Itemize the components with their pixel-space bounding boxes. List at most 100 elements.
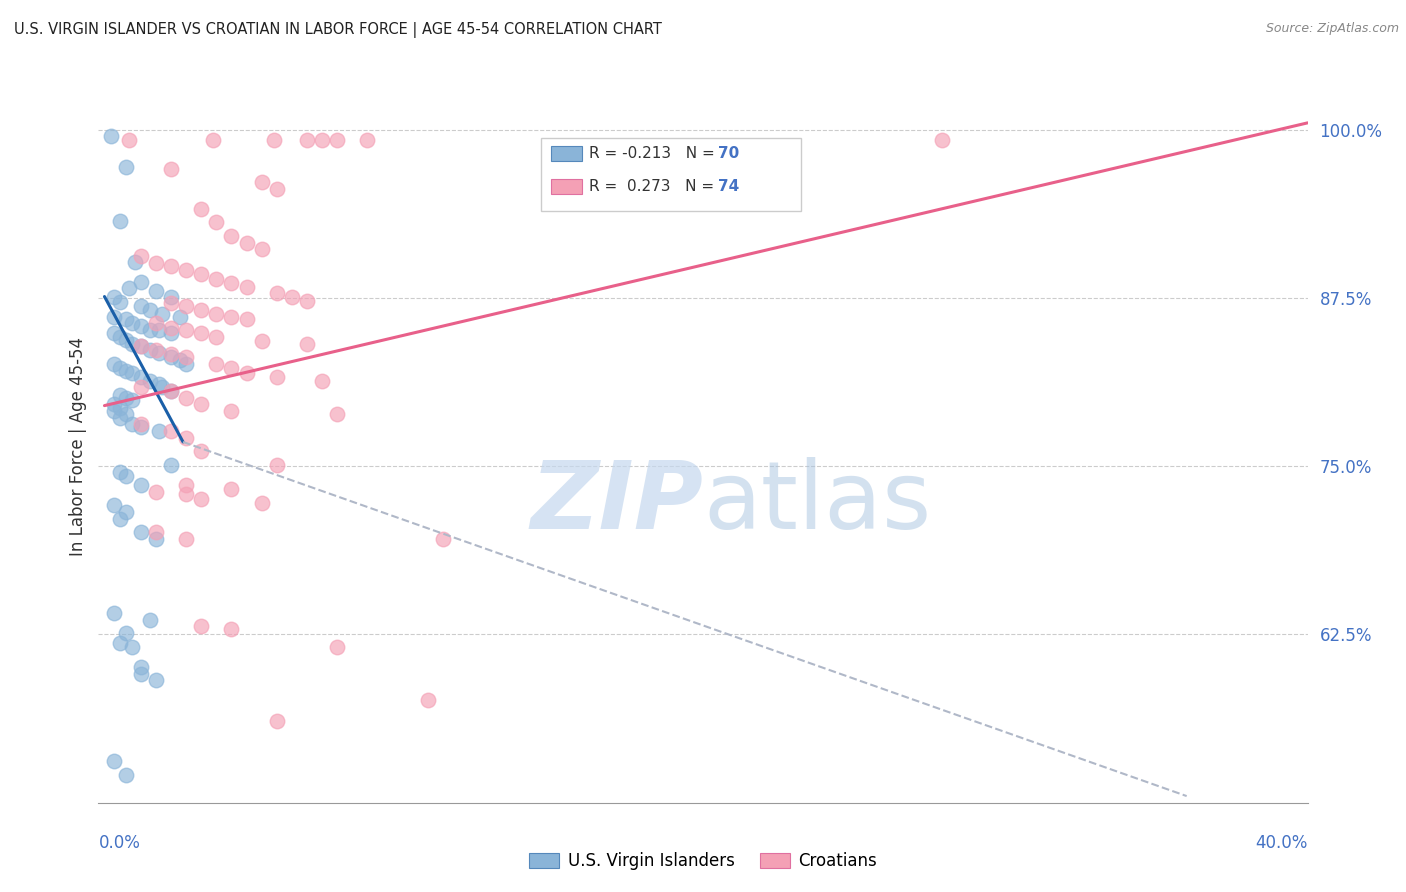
Text: 74: 74 — [718, 179, 740, 194]
Point — [160, 458, 183, 472]
Point — [326, 407, 349, 421]
Point — [160, 350, 183, 364]
Point — [295, 336, 318, 351]
Point — [108, 360, 131, 375]
Point — [190, 444, 212, 458]
Text: 40.0%: 40.0% — [1256, 834, 1308, 852]
Point — [139, 375, 162, 389]
Point — [356, 133, 378, 147]
Point — [114, 391, 136, 405]
Point — [174, 391, 197, 405]
Y-axis label: In Labor Force | Age 45-54: In Labor Force | Age 45-54 — [69, 336, 87, 556]
Point — [169, 310, 191, 324]
Point — [108, 294, 131, 309]
Point — [108, 512, 131, 526]
Point — [190, 267, 212, 281]
Point — [190, 202, 212, 216]
Point — [148, 424, 170, 438]
Point — [263, 133, 285, 147]
Point — [103, 404, 125, 418]
Point — [221, 310, 243, 324]
Point — [108, 388, 131, 402]
Point — [103, 310, 125, 324]
Point — [145, 343, 167, 358]
Point — [145, 284, 167, 298]
Point — [103, 326, 125, 340]
Point — [129, 275, 152, 289]
Point — [114, 312, 136, 326]
Point — [432, 532, 454, 546]
Point — [250, 243, 273, 257]
Point — [139, 323, 162, 337]
Point — [266, 370, 288, 384]
Point — [139, 303, 162, 318]
Text: U.S. VIRGIN ISLANDER VS CROATIAN IN LABOR FORCE | AGE 45-54 CORRELATION CHART: U.S. VIRGIN ISLANDER VS CROATIAN IN LABO… — [14, 22, 662, 38]
Point — [114, 468, 136, 483]
Point — [160, 289, 183, 303]
Point — [190, 326, 212, 340]
Point — [145, 484, 167, 499]
Point — [250, 495, 273, 509]
Point — [295, 293, 318, 308]
Point — [205, 272, 228, 286]
Point — [108, 401, 131, 416]
Point — [114, 161, 136, 175]
Point — [221, 276, 243, 290]
Point — [118, 281, 141, 295]
Point — [250, 334, 273, 348]
Point — [129, 525, 152, 540]
Point — [103, 357, 125, 371]
Point — [931, 133, 953, 147]
Point — [160, 161, 183, 176]
Point — [174, 262, 197, 277]
Point — [108, 410, 131, 425]
Point — [114, 333, 136, 347]
Point — [139, 613, 162, 627]
Point — [114, 407, 136, 421]
Point — [118, 133, 141, 147]
Point — [129, 420, 152, 434]
Text: atlas: atlas — [703, 457, 931, 549]
Point — [160, 296, 183, 310]
Point — [160, 320, 183, 334]
Point — [114, 363, 136, 377]
Point — [145, 317, 167, 331]
Point — [174, 487, 197, 501]
Point — [114, 505, 136, 519]
Point — [100, 129, 122, 144]
Point — [129, 319, 152, 334]
Point — [129, 339, 152, 353]
Point — [160, 347, 183, 361]
Point — [129, 249, 152, 263]
Point — [129, 417, 152, 432]
Point — [311, 375, 333, 389]
Point — [121, 336, 143, 351]
Point — [129, 478, 152, 492]
Point — [235, 235, 257, 250]
Point — [174, 350, 197, 364]
Point — [124, 254, 146, 268]
Point — [221, 622, 243, 636]
Point — [205, 307, 228, 321]
Point — [145, 525, 167, 540]
Point — [250, 175, 273, 189]
Point — [129, 660, 152, 674]
Point — [311, 133, 333, 147]
Point — [281, 289, 304, 303]
Point — [266, 458, 288, 472]
Point — [169, 352, 191, 367]
Point — [114, 767, 136, 781]
Point — [148, 346, 170, 360]
Point — [190, 491, 212, 506]
Point — [326, 640, 349, 654]
Text: 0.0%: 0.0% — [98, 834, 141, 852]
Point — [103, 498, 125, 512]
Point — [221, 404, 243, 418]
Point — [121, 366, 143, 380]
Point — [160, 384, 183, 398]
Point — [160, 259, 183, 273]
Point — [114, 626, 136, 640]
Text: ZIP: ZIP — [530, 457, 703, 549]
Point — [174, 357, 197, 371]
Point — [205, 330, 228, 344]
